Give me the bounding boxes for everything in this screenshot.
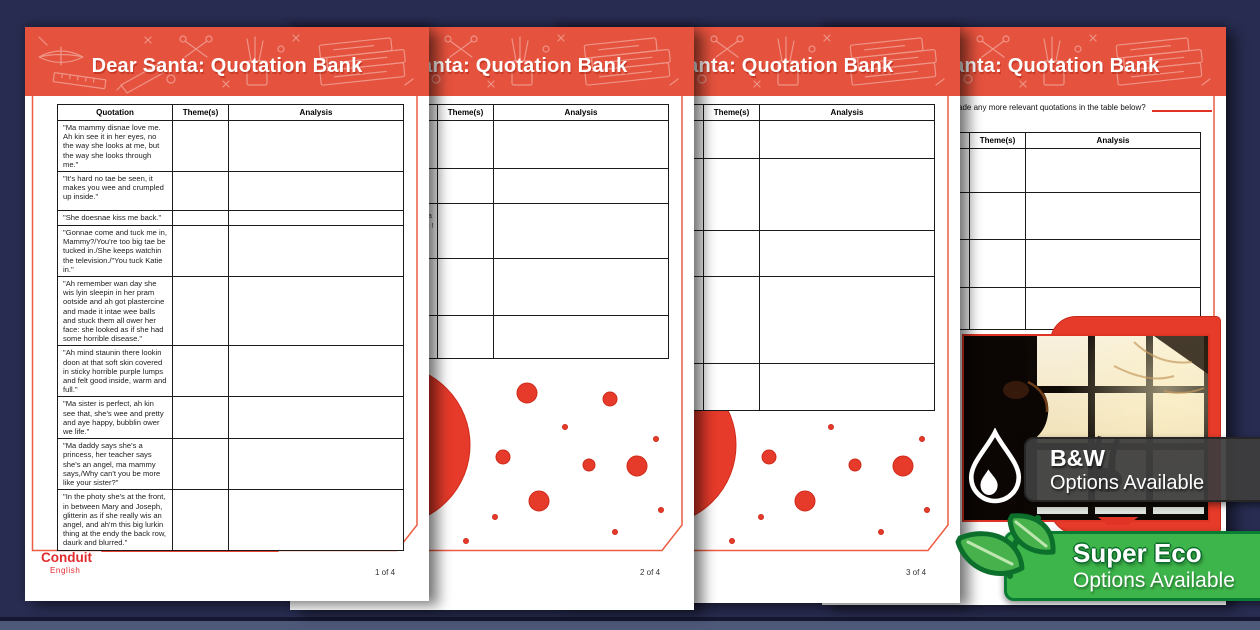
empty-cell xyxy=(493,315,669,359)
empty-cell xyxy=(969,192,1026,240)
empty-cell xyxy=(228,489,404,551)
bw-options-badge: B&W Options Available xyxy=(1024,437,1260,502)
column-header-analysis: Analysis xyxy=(759,104,935,121)
empty-cell xyxy=(228,210,404,227)
quotation-cell: "Ah remember wan day she wis lyin sleepi… xyxy=(57,276,173,347)
empty-cell xyxy=(172,276,229,347)
empty-cell xyxy=(228,119,404,173)
column-header-themes: Theme(s) xyxy=(172,104,229,121)
empty-cell xyxy=(437,315,494,359)
empty-cell xyxy=(228,225,404,278)
column-header-analysis: Analysis xyxy=(493,104,669,121)
column-header-themes: Theme(s) xyxy=(437,104,494,121)
bottom-strip xyxy=(0,617,1260,630)
empty-cell xyxy=(172,225,229,278)
eco-badge-title: Super Eco xyxy=(1073,538,1202,568)
extension-question: ade any more relevant quotations in the … xyxy=(958,103,1146,112)
empty-cell xyxy=(969,287,1026,330)
empty-cell xyxy=(969,148,1026,193)
ink-drop-icon xyxy=(968,428,1022,504)
eco-leaves-icon xyxy=(955,513,1056,579)
empty-cell xyxy=(228,276,404,347)
empty-cell xyxy=(703,120,760,159)
empty-cell xyxy=(493,203,669,259)
worksheet-page-1: Dear Santa: Quotation Bank Quotation The… xyxy=(25,27,429,601)
page-number: 3 of 4 xyxy=(906,568,927,577)
quotation-cell: "Ma daddy says she's a princess, her tea… xyxy=(57,438,173,491)
quotation-cell: "She doesnae kiss me back." xyxy=(57,210,173,227)
conduit-logo: Conduit English xyxy=(41,550,92,575)
empty-cell xyxy=(228,345,404,398)
column-header-analysis: Analysis xyxy=(228,104,404,121)
empty-cell xyxy=(228,171,404,212)
empty-cell xyxy=(172,396,229,440)
empty-cell xyxy=(759,158,935,231)
empty-cell xyxy=(228,396,404,440)
bw-badge-subtitle: Options Available xyxy=(1050,471,1205,494)
quotation-cell: "Gonnae come and tuck me in, Mammy?/You'… xyxy=(57,225,173,278)
empty-cell xyxy=(172,345,229,398)
quotation-cell: "Ma sister is perfect, ah kin see that, … xyxy=(57,396,173,440)
empty-cell xyxy=(172,119,229,173)
empty-cell xyxy=(1025,192,1201,240)
empty-cell xyxy=(703,158,760,231)
empty-cell xyxy=(969,239,1026,288)
column-header-themes: Theme(s) xyxy=(969,132,1026,149)
empty-cell xyxy=(703,230,760,277)
column-header-themes: Theme(s) xyxy=(703,104,760,121)
empty-cell xyxy=(172,210,229,227)
empty-cell xyxy=(172,489,229,551)
empty-cell xyxy=(493,120,669,169)
empty-cell xyxy=(703,363,760,411)
quotation-cell: "Ah mind staunin there lookin doon at th… xyxy=(57,345,173,398)
empty-cell xyxy=(759,230,935,277)
quotation-cell: "Ma mammy disnae love me. Ah kin see it … xyxy=(57,119,173,173)
empty-cell xyxy=(703,276,760,364)
empty-cell xyxy=(172,171,229,212)
page-title: Dear Santa: Quotation Bank xyxy=(91,54,363,77)
empty-cell xyxy=(437,203,494,259)
empty-cell xyxy=(437,258,494,316)
empty-cell xyxy=(1025,148,1201,193)
eco-badge-subtitle: Options Available xyxy=(1073,569,1235,592)
page-number: 2 of 4 xyxy=(640,568,661,577)
empty-cell xyxy=(172,438,229,491)
empty-cell xyxy=(437,120,494,169)
empty-cell xyxy=(759,363,935,411)
empty-cell xyxy=(437,168,494,204)
page-number: 1 of 4 xyxy=(375,568,396,577)
column-header-analysis: Analysis xyxy=(1025,132,1201,149)
column-header-quotation: Quotation xyxy=(57,104,173,121)
quotation-cell: "It's hard no tae be seen, it makes you … xyxy=(57,171,173,212)
page-header: Dear Santa: Quotation Bank xyxy=(25,27,429,96)
empty-cell xyxy=(493,168,669,204)
answer-fill-line xyxy=(1152,110,1212,112)
bw-badge-title: B&W xyxy=(1050,444,1105,471)
quotation-cell: "In the photy she's at the front, in bet… xyxy=(57,489,173,551)
empty-cell xyxy=(759,120,935,159)
empty-cell xyxy=(759,276,935,364)
empty-cell xyxy=(228,438,404,491)
quotation-table: Quotation Theme(s) Analysis "Ma mammy di… xyxy=(57,104,404,551)
empty-cell xyxy=(1025,239,1201,288)
empty-cell xyxy=(493,258,669,316)
